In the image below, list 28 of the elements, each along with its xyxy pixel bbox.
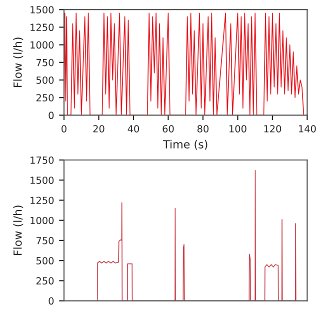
x-tick-label: 100 <box>230 125 246 132</box>
y-tick-label: 750 <box>36 58 54 66</box>
y-tick-label: 750 <box>36 236 54 244</box>
y-axis-title: Flow (l/h) <box>13 38 24 88</box>
y-tick-label: 250 <box>36 94 54 102</box>
y-tick-label: 1500 <box>30 6 54 14</box>
y-tick-label: 1000 <box>30 41 54 49</box>
y-tick-label: 1250 <box>30 24 54 32</box>
x-tick-label: 0 <box>62 125 66 132</box>
line-series <box>64 12 304 116</box>
y-tick-label: 1750 <box>30 156 54 164</box>
x-tick-label: 20 <box>93 125 104 132</box>
x-tick-label: 80 <box>197 125 209 132</box>
y-tick-label: 0 <box>48 297 54 305</box>
x-tick-label: 140 <box>298 125 316 132</box>
x-axis-title: Time (s) <box>162 140 208 150</box>
y-axis-title: Flow (l/h) <box>13 206 24 256</box>
x-tick-label: 60 <box>162 125 174 132</box>
y-tick-label: 250 <box>36 277 54 285</box>
x-tick-label: 40 <box>128 125 140 132</box>
y-tick-label: 0 <box>48 112 54 120</box>
y-tick-label: 1250 <box>30 196 54 204</box>
y-tick-label: 500 <box>36 257 54 264</box>
line-series <box>96 170 296 301</box>
x-tick-label: 120 <box>264 125 282 132</box>
y-tick-label: 500 <box>36 76 54 84</box>
y-tick-label: 1500 <box>30 176 54 184</box>
y-tick-label: 1000 <box>30 216 54 224</box>
